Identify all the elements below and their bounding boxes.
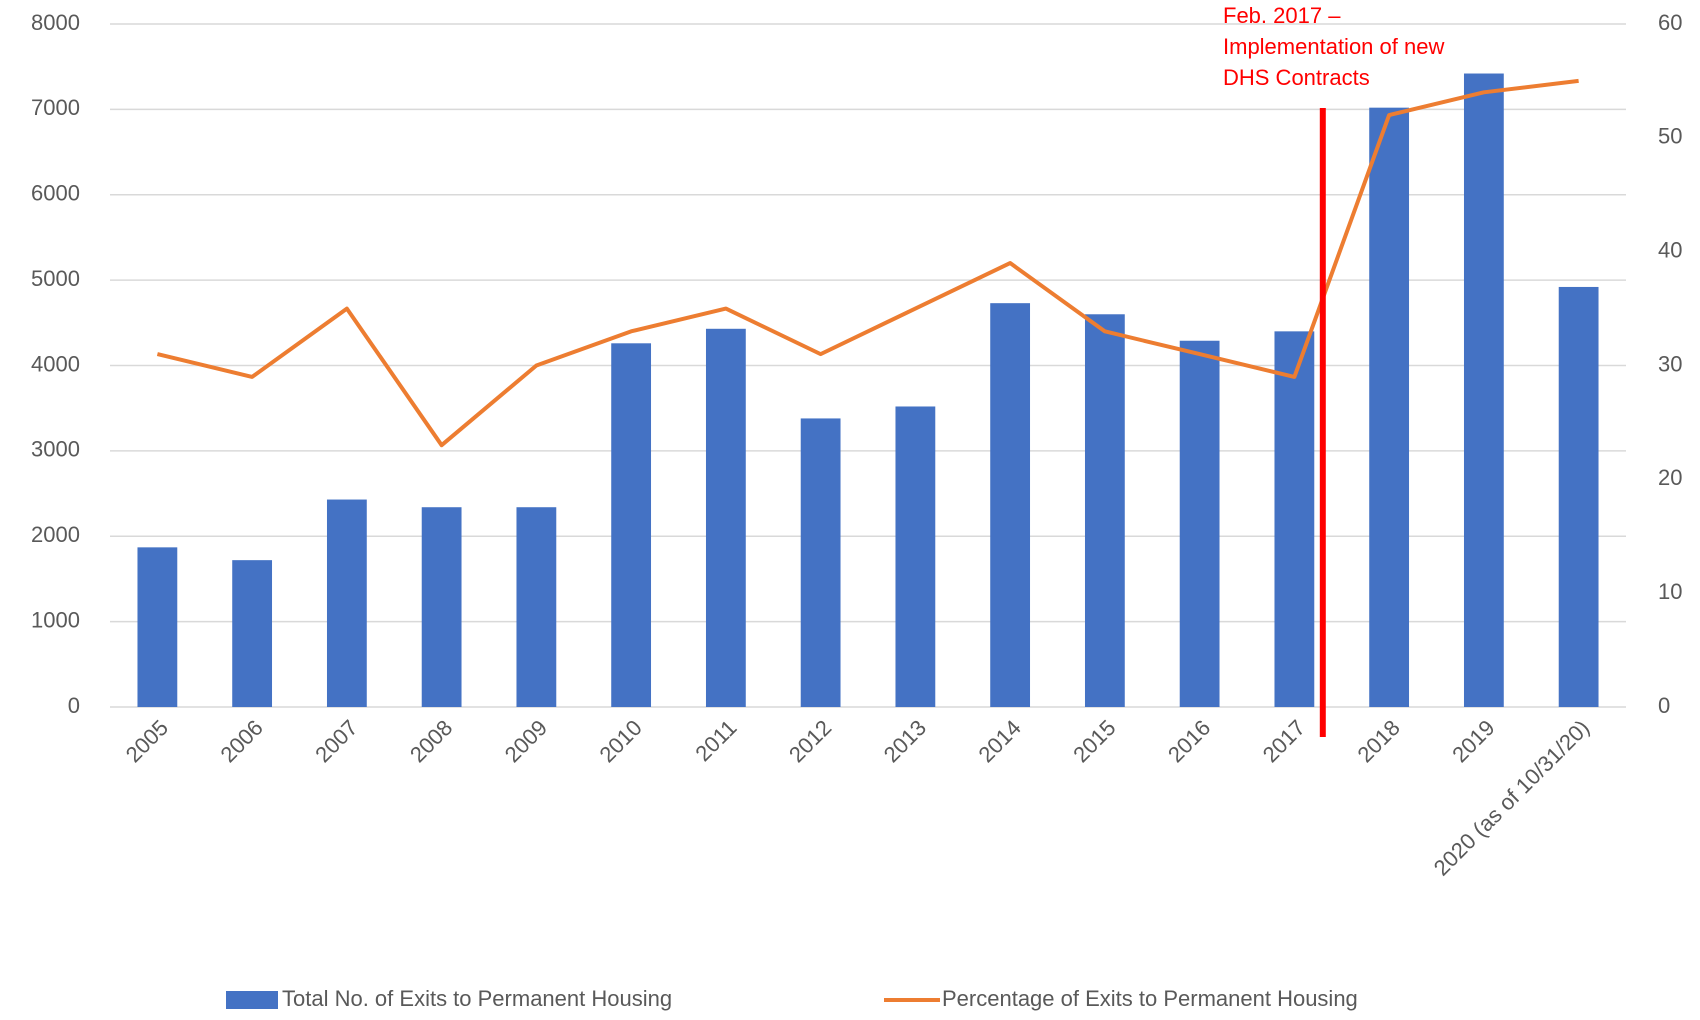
x-tick-label: 2008: [405, 715, 457, 767]
bar: [516, 507, 557, 707]
legend-label: Percentage of Exits to Permanent Housing: [942, 986, 1358, 1011]
annotation-text: Feb. 2017 –: [1223, 3, 1341, 28]
bar: [1558, 286, 1599, 707]
y2-tick-label: 0: [1658, 693, 1670, 718]
y-tick-label: 6000: [31, 181, 80, 206]
x-tick-label: 2012: [784, 715, 836, 767]
legend: Total No. of Exits to Permanent Housing P…: [226, 986, 1358, 1011]
bar: [1463, 73, 1504, 707]
x-tick-label: 2015: [1068, 715, 1120, 767]
y2-tick-label: 20: [1658, 465, 1682, 490]
legend-label: Total No. of Exits to Permanent Housing: [282, 986, 672, 1011]
x-tick-label: 2019: [1447, 715, 1499, 767]
y-tick-label: 0: [68, 693, 80, 718]
bar: [895, 406, 936, 707]
y-tick-label: 8000: [31, 10, 80, 35]
x-tick-label: 2020 (as of 10/31/20): [1429, 715, 1595, 881]
bar: [421, 507, 462, 707]
bar: [800, 418, 841, 707]
x-tick-label: 2014: [973, 715, 1025, 767]
y2-tick-label: 50: [1658, 124, 1682, 149]
x-tick-label: 2018: [1352, 715, 1404, 767]
bar: [705, 328, 746, 707]
y2-tick-label: 30: [1658, 351, 1682, 376]
bar: [1179, 340, 1220, 707]
bar: [1084, 314, 1125, 707]
x-tick-label: 2007: [310, 715, 362, 767]
x-tick-label: 2010: [594, 715, 646, 767]
y-tick-label: 1000: [31, 607, 80, 632]
y-tick-label: 4000: [31, 351, 80, 376]
bar: [611, 343, 652, 707]
x-tick-label: 2005: [121, 715, 173, 767]
y-tick-label: 2000: [31, 522, 80, 547]
y-tick-label: 5000: [31, 266, 80, 291]
x-tick-label: 2011: [690, 715, 741, 766]
x-tick-label: 2017: [1258, 715, 1310, 767]
x-tick-label: 2009: [500, 715, 552, 767]
y2-tick-label: 10: [1658, 579, 1682, 604]
line: [156, 78, 1579, 448]
x-tick-label: 2013: [879, 715, 931, 767]
y-tick-label: 7000: [31, 95, 80, 120]
bar: [990, 303, 1031, 707]
bar: [1369, 107, 1410, 708]
x-tick-label: 2006: [215, 715, 267, 767]
legend-swatch: [226, 991, 278, 1009]
y2-tick-label: 60: [1658, 10, 1682, 35]
annotation-text: DHS Contracts: [1223, 65, 1370, 90]
x-tick-label: 2016: [1163, 715, 1215, 767]
bar: [326, 499, 367, 707]
y2-tick-label: 40: [1658, 237, 1682, 262]
bar: [137, 547, 178, 707]
annotation-text: Implementation of new: [1223, 34, 1444, 59]
bar: [1274, 331, 1315, 707]
y-tick-label: 3000: [31, 437, 80, 462]
bar: [232, 560, 273, 707]
